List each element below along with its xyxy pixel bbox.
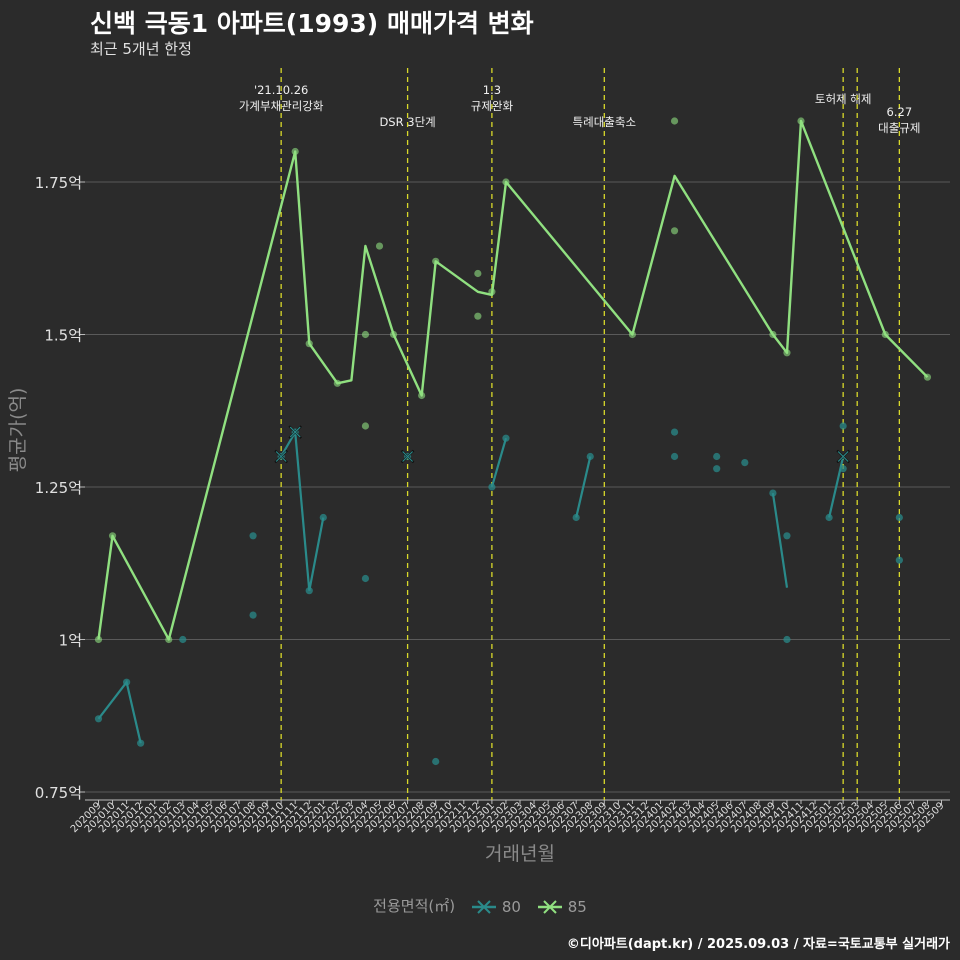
y-tick-label: 1.25억	[35, 479, 82, 497]
cross-marker-80-inner	[289, 426, 301, 438]
cross-marker-80-inner	[402, 451, 414, 462]
point-80	[783, 635, 791, 644]
point-80	[361, 574, 370, 583]
point-85	[361, 330, 370, 339]
series-line-80	[828, 456, 845, 518]
legend-key-85	[537, 900, 562, 914]
point-80	[895, 556, 903, 564]
chart-subtitle: 최근 5개년 한정	[90, 40, 192, 58]
point-85	[670, 117, 679, 125]
series-line-85	[97, 119, 929, 641]
event-label: 대출규제	[878, 121, 920, 135]
legend: 전용면적(㎡) 80 85	[0, 895, 960, 916]
point-80	[895, 513, 903, 522]
cross-marker-80-inner	[837, 451, 849, 462]
point-80	[783, 532, 791, 540]
source-caption: ©디아파트(dapt.kr) / 2025.09.03 / 자료=국토교통부 실…	[566, 937, 950, 952]
x-axis-title: 거래년월	[485, 843, 555, 865]
y-axis-title: 평균가(억)	[7, 388, 29, 473]
event-label: '21.10.26	[254, 83, 308, 97]
point-80	[741, 459, 749, 467]
legend-item-85: 85	[536, 897, 587, 916]
event-label: DSR 3단계	[379, 115, 435, 129]
point-85	[361, 422, 370, 430]
event-label: 1.3	[483, 83, 501, 97]
legend-key-80	[471, 900, 496, 914]
event-label: 6.27	[887, 105, 913, 119]
legend-title: 전용면적(㎡)	[373, 897, 456, 915]
chart-title: 신백 극동1 아파트(1993) 매매가격 변화	[90, 9, 534, 38]
point-80	[432, 757, 440, 766]
point-85	[474, 269, 482, 278]
point-80	[670, 452, 679, 461]
y-tick-label: 1.75억	[35, 174, 82, 192]
series-line-80	[490, 437, 508, 488]
point-80	[249, 611, 257, 619]
point-85	[474, 312, 482, 320]
event-label: 특례대출축소	[573, 115, 636, 129]
legend-label-80: 80	[501, 897, 521, 916]
y-tick-label: 1억	[59, 632, 82, 650]
event-label: 토허제 해제	[815, 92, 872, 106]
point-85	[375, 242, 384, 250]
series-line-80	[97, 679, 142, 744]
point-85	[670, 227, 679, 235]
y-tick-label: 0.75억	[35, 784, 82, 802]
series-line-80	[771, 492, 789, 588]
point-80	[179, 635, 187, 644]
point-80	[839, 422, 847, 430]
point-80	[713, 452, 721, 461]
event-label: 가계부채관리강화	[239, 99, 324, 113]
series-line-80	[280, 428, 325, 591]
point-80	[670, 428, 679, 436]
series-line-80	[575, 456, 592, 518]
point-80	[249, 532, 257, 540]
cross-marker-80-inner	[275, 451, 287, 462]
legend-label-85: 85	[567, 897, 587, 916]
y-tick-label: 1.5억	[44, 327, 82, 345]
event-label: 규제완화	[471, 99, 514, 113]
legend-item-80: 80	[470, 897, 521, 916]
point-80	[713, 465, 721, 473]
